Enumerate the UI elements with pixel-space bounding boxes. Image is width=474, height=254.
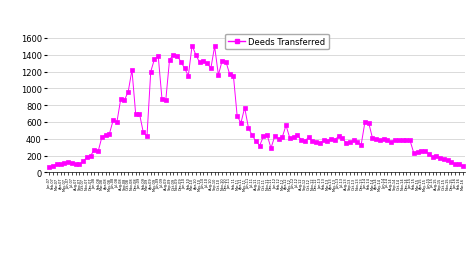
Legend: Deeds Transferred: Deeds Transferred <box>225 35 328 50</box>
